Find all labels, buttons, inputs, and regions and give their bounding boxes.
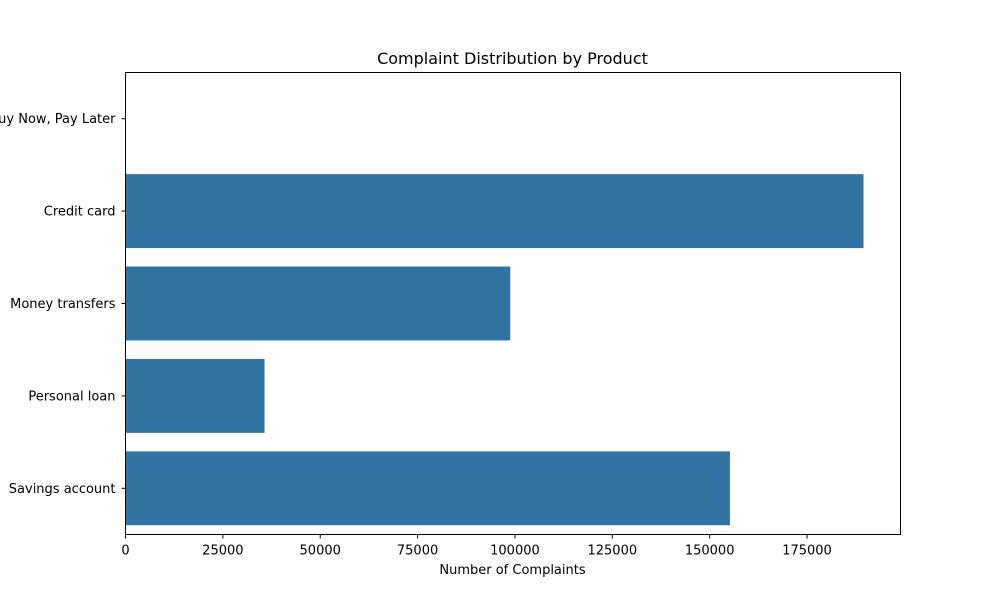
y-tick-label: Savings account: [9, 482, 116, 497]
y-tick-label: Personal loan: [28, 389, 115, 404]
x-tick-label: 175000: [782, 544, 832, 559]
x-tick-label: 100000: [490, 544, 540, 559]
x-tick-label: 25000: [202, 544, 243, 559]
bars-group: [125, 81, 864, 526]
x-axis-ticks: 0 25000 50000 75000 100000 125000 150000 175000: [121, 534, 832, 559]
bar-4: [125, 451, 730, 526]
x-tick-label: 0: [121, 544, 129, 559]
bar-2: [125, 266, 511, 341]
x-tick-label: 50000: [300, 544, 341, 559]
plot-frame: [125, 72, 901, 535]
bar-1: [125, 174, 864, 249]
x-tick-label: 125000: [587, 544, 637, 559]
x-tick-label: 75000: [397, 544, 438, 559]
y-axis-ticks: Buy Now, Pay Later Credit card Money trans…: [0, 112, 126, 497]
x-tick-label: 150000: [685, 544, 735, 559]
y-tick-label: Money transfers: [10, 297, 116, 312]
x-axis-label: Number of Complaints: [439, 563, 585, 578]
bar-3: [125, 358, 265, 433]
y-tick-label: Buy Now, Pay Later: [0, 112, 116, 127]
y-tick-label: Credit card: [44, 205, 116, 220]
chart-title: Complaint Distribution by Product: [377, 49, 648, 68]
